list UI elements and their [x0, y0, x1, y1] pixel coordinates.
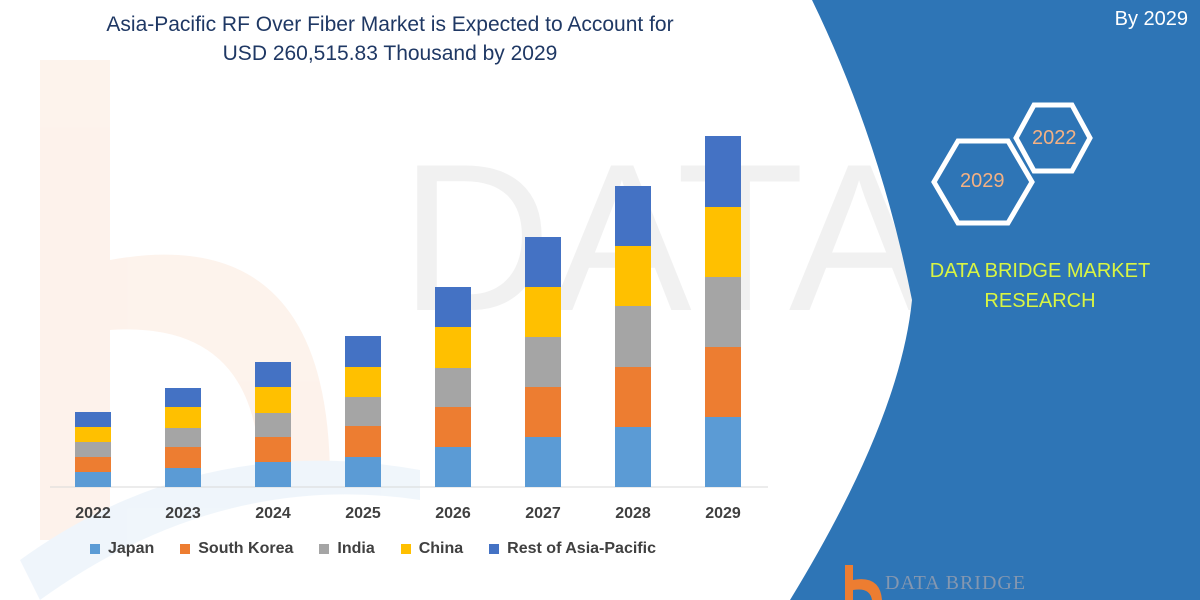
bar-2026-south-korea: [435, 407, 471, 447]
legend-item: South Korea: [180, 540, 293, 558]
bar-2029-south-korea: [705, 347, 741, 417]
stacked-bar-chart: 2022 2023 2024 2025 2026 2027 2028 2029: [50, 136, 768, 522]
legend-item: India: [319, 540, 375, 558]
legend-item: China: [400, 540, 464, 558]
x-tick-label: 2027: [525, 505, 561, 522]
bar-2026-japan: [435, 447, 471, 487]
title-line-1: Asia-Pacific RF Over Fiber Market is Exp…: [106, 13, 674, 36]
bar-2024-china: [255, 387, 291, 413]
bar-2028-japan: [615, 427, 651, 487]
bar-2025-china: [345, 367, 381, 397]
forecast-year-text: By 2029: [1114, 8, 1188, 30]
legend-swatch: [180, 544, 191, 554]
x-tick-label: 2024: [255, 505, 291, 522]
bar-2025-south-korea: [345, 426, 381, 457]
bar-2029-india: [705, 277, 741, 347]
bar-2027-india: [525, 337, 561, 387]
bar-2028-south-korea: [615, 367, 651, 427]
logo-text: DATA BRIDGE: [885, 572, 1027, 594]
legend-swatch: [319, 544, 330, 554]
hex-label-2029: 2029: [960, 170, 1005, 192]
bar-2028-china: [615, 246, 651, 306]
legend-label: China: [418, 540, 464, 557]
bar-2023-south-korea: [165, 447, 201, 468]
bar-2022-china: [75, 427, 111, 442]
bar-2027-china: [525, 287, 561, 337]
bar-2027-south-korea: [525, 387, 561, 437]
x-tick-label: 2023: [165, 505, 201, 522]
legend-swatch: [90, 544, 100, 554]
bar-2022-rest-of-asia-pacific: [75, 412, 111, 427]
bar-2022-japan: [75, 472, 111, 487]
bar-2022-south-korea: [75, 457, 111, 472]
legend-label: South Korea: [198, 540, 294, 557]
legend-label: India: [337, 540, 375, 557]
bar-2026-rest-of-asia-pacific: [435, 287, 471, 327]
bar-2029-china: [705, 207, 741, 277]
bar-2023-china: [165, 407, 201, 428]
bar-2028-rest-of-asia-pacific: [615, 186, 651, 246]
bar-2024-rest-of-asia-pacific: [255, 362, 291, 387]
x-tick-label: 2029: [705, 505, 741, 522]
bar-2024-japan: [255, 462, 291, 487]
bar-2029-rest-of-asia-pacific: [705, 136, 741, 207]
bar-2023-rest-of-asia-pacific: [165, 388, 201, 407]
bar-2025-rest-of-asia-pacific: [345, 336, 381, 367]
brand-text: DATA BRIDGE MARKET RESEARCH: [905, 256, 1175, 316]
bar-2027-japan: [525, 437, 561, 487]
hexagon-2029: [931, 138, 1035, 226]
legend-item: Japan: [90, 540, 154, 558]
chart-title: Asia-Pacific RF Over Fiber Market is Exp…: [40, 10, 740, 68]
hexagon-2022: [1013, 102, 1093, 174]
bar-2029-japan: [705, 417, 741, 487]
legend-label: Rest of Asia-Pacific: [507, 540, 656, 557]
bar-2025-india: [345, 397, 381, 426]
side-panel: [790, 0, 1200, 600]
bar-2025-japan: [345, 457, 381, 487]
legend: Japan South Korea India China Rest of Asia-P…: [90, 540, 682, 558]
x-tick-label: 2028: [615, 505, 651, 522]
title-line-2: USD 260,515.83 Thousand by 2029: [222, 42, 558, 65]
bar-2023-japan: [165, 468, 201, 487]
bar-2024-india: [255, 413, 291, 437]
bar-2022-india: [75, 442, 111, 457]
bar-2024-south-korea: [255, 437, 291, 462]
bar-2023-india: [165, 428, 201, 447]
databridge-logo: [845, 565, 882, 600]
x-tick-label: 2022: [75, 505, 111, 522]
bar-2027-rest-of-asia-pacific: [525, 237, 561, 287]
bar-2026-india: [435, 368, 471, 407]
brand-line-2: RESEARCH: [984, 290, 1096, 312]
x-tick-label: 2025: [345, 505, 381, 522]
legend-swatch: [489, 544, 500, 554]
bar-2028-india: [615, 306, 651, 367]
x-tick-label: 2026: [435, 505, 471, 522]
legend-label: Japan: [108, 540, 155, 557]
legend-swatch: [400, 544, 411, 554]
brand-line-1: DATA BRIDGE MARKET: [929, 260, 1151, 282]
bar-2026-china: [435, 327, 471, 368]
legend-item: Rest of Asia-Pacific: [489, 540, 656, 558]
hex-label-2022: 2022: [1032, 127, 1077, 149]
